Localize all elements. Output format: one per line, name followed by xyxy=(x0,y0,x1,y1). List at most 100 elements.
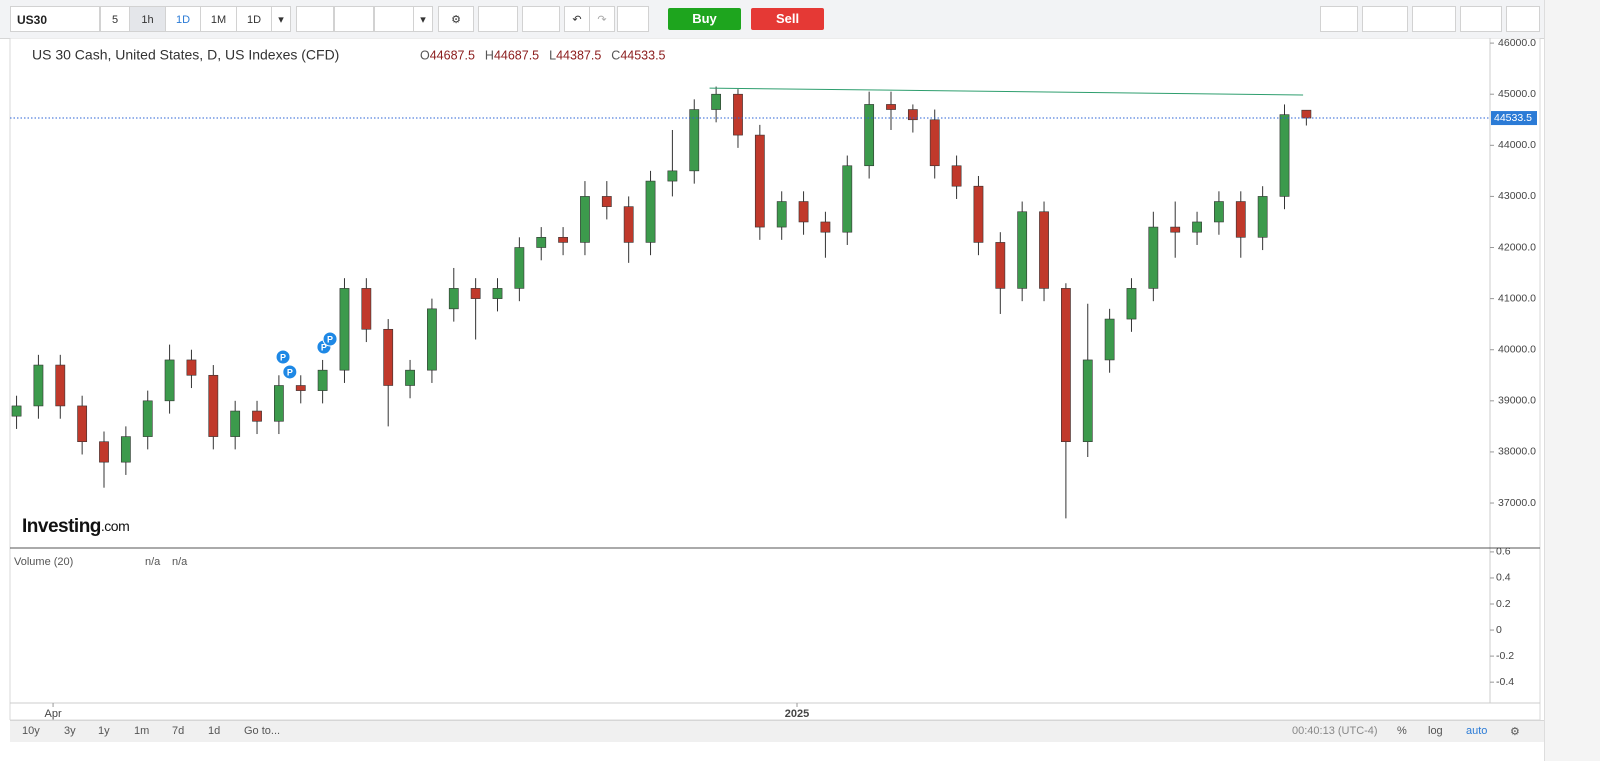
y-tick-label: 45000.0 xyxy=(1498,88,1536,100)
interval-button[interactable]: 1M xyxy=(200,6,237,32)
x-tick-label: 2025 xyxy=(785,708,809,720)
candle-body xyxy=(383,328,394,386)
candle-body xyxy=(448,288,459,310)
trendline xyxy=(709,87,1304,96)
alert-button[interactable] xyxy=(617,6,649,32)
range-button[interactable]: 10y xyxy=(22,725,40,737)
candle-body xyxy=(536,236,547,248)
undo-button[interactable]: ↶ xyxy=(564,6,590,32)
goto-button[interactable]: Go to... xyxy=(244,725,281,737)
x-tick-label: Apr xyxy=(45,708,62,720)
compare-button[interactable] xyxy=(522,6,560,32)
y-tick-label: 0.4 xyxy=(1496,572,1511,584)
candle-body xyxy=(274,385,284,422)
candle-body xyxy=(1170,226,1181,233)
buy-button[interactable]: Buy xyxy=(668,8,741,30)
line-button[interactable] xyxy=(334,6,374,32)
y-tick-label: 38000.0 xyxy=(1498,446,1536,458)
y-tick-label: 0 xyxy=(1496,624,1502,636)
chart: US 30 Cash, United States, D, US Indexes… xyxy=(9,38,1541,720)
candle-body xyxy=(295,385,306,391)
interval-button[interactable]: 1h xyxy=(129,6,166,32)
volume-readout: n/a xyxy=(145,556,161,568)
candle-body xyxy=(142,400,153,437)
ohlc-value: 44387.5 xyxy=(556,48,601,62)
candle-body xyxy=(1148,226,1159,289)
event-marker-label: P xyxy=(321,342,327,352)
range-button[interactable]: 1y xyxy=(98,725,110,737)
dropdown-button[interactable]: ▾ xyxy=(271,6,291,32)
footer: 10y 3y 1y 1m 7d 1d Go to... 00:40:13 (UT… xyxy=(10,720,1544,742)
candle-body xyxy=(623,206,634,243)
candle-body xyxy=(1104,318,1115,361)
volume-readout: n/a xyxy=(172,556,188,568)
last-price-box xyxy=(1491,111,1537,126)
ohlc-key: L xyxy=(549,48,556,62)
candle-body xyxy=(55,364,66,407)
candles-button[interactable] xyxy=(296,6,334,32)
y-tick-label: 0.2 xyxy=(1496,598,1511,610)
candle-body xyxy=(317,369,328,391)
layout-button[interactable] xyxy=(1362,6,1408,32)
candle-body xyxy=(99,441,109,463)
candle-body xyxy=(514,247,525,289)
candle-body xyxy=(929,119,940,167)
y-tick-label: 0.6 xyxy=(1496,546,1511,558)
candle-body xyxy=(645,180,656,243)
interval-button[interactable]: 5 xyxy=(100,6,130,32)
y-tick-label: -0.2 xyxy=(1496,650,1514,662)
candle-body xyxy=(186,359,197,376)
settings-button[interactable]: ⚙ xyxy=(438,6,474,32)
range-button[interactable]: 1d xyxy=(208,725,221,737)
load-button[interactable] xyxy=(1412,6,1456,32)
y-tick-label: 39000.0 xyxy=(1498,395,1536,407)
candle-body xyxy=(361,288,372,330)
candle-body xyxy=(33,364,44,407)
candle-body xyxy=(1082,359,1093,443)
range-button[interactable]: 7d xyxy=(172,725,185,737)
save-button[interactable] xyxy=(1460,6,1502,32)
log-button[interactable]: log xyxy=(1428,725,1443,737)
redo-button[interactable]: ↷ xyxy=(589,6,615,32)
last-price-label: 44533.5 xyxy=(1494,112,1532,124)
candle-body xyxy=(558,236,568,243)
toolbar: US30 5 1h 1D 1M 1D ▾ ▾ ⚙ ↶ ↷ Buy Sell xyxy=(0,0,1544,39)
candle-body xyxy=(907,109,918,121)
y-tick-label: 41000.0 xyxy=(1498,292,1536,304)
sell-button[interactable]: Sell xyxy=(751,8,824,30)
auto-button[interactable]: auto xyxy=(1466,725,1488,737)
interval-button[interactable]: 1D xyxy=(236,6,272,32)
candle-body xyxy=(580,196,590,243)
candle-body xyxy=(252,410,262,422)
candle-body xyxy=(1061,288,1071,443)
candle-body xyxy=(798,201,809,223)
dropdown-button[interactable]: ▾ xyxy=(413,6,433,32)
candle-body xyxy=(1192,221,1202,233)
logo-text: Investing xyxy=(22,516,101,537)
range-button[interactable]: 3y xyxy=(64,725,76,737)
y-tick-label: -0.4 xyxy=(1496,676,1514,688)
percent-button[interactable]: % xyxy=(1397,725,1407,737)
candle-body xyxy=(208,374,219,437)
candle-body xyxy=(1257,196,1268,238)
candle-body xyxy=(689,109,700,172)
y-tick-label: 42000.0 xyxy=(1498,241,1536,253)
candle-body xyxy=(1214,201,1224,223)
candle-body xyxy=(339,288,350,371)
fullscreen-button[interactable] xyxy=(1506,6,1540,32)
range-button[interactable]: 1m xyxy=(134,725,150,737)
event-marker xyxy=(282,364,298,380)
interval-button[interactable]: 1D xyxy=(165,6,201,32)
screenshot-button[interactable] xyxy=(1320,6,1358,32)
event-marker-label: P xyxy=(280,352,286,362)
symbol-input[interactable]: US30 xyxy=(10,6,100,32)
candle-body xyxy=(886,104,896,110)
indicators-button[interactable] xyxy=(478,6,518,32)
logo: Investing.com xyxy=(22,516,129,537)
bars-button[interactable] xyxy=(374,6,414,32)
ohlc-key: O xyxy=(420,48,430,62)
chart-title: US 30 Cash, United States, D, US Indexes… xyxy=(32,47,339,63)
y-tick-label: 44000.0 xyxy=(1498,139,1536,151)
candle-body xyxy=(1301,109,1312,119)
settings-button[interactable]: ⚙ xyxy=(1510,726,1520,738)
